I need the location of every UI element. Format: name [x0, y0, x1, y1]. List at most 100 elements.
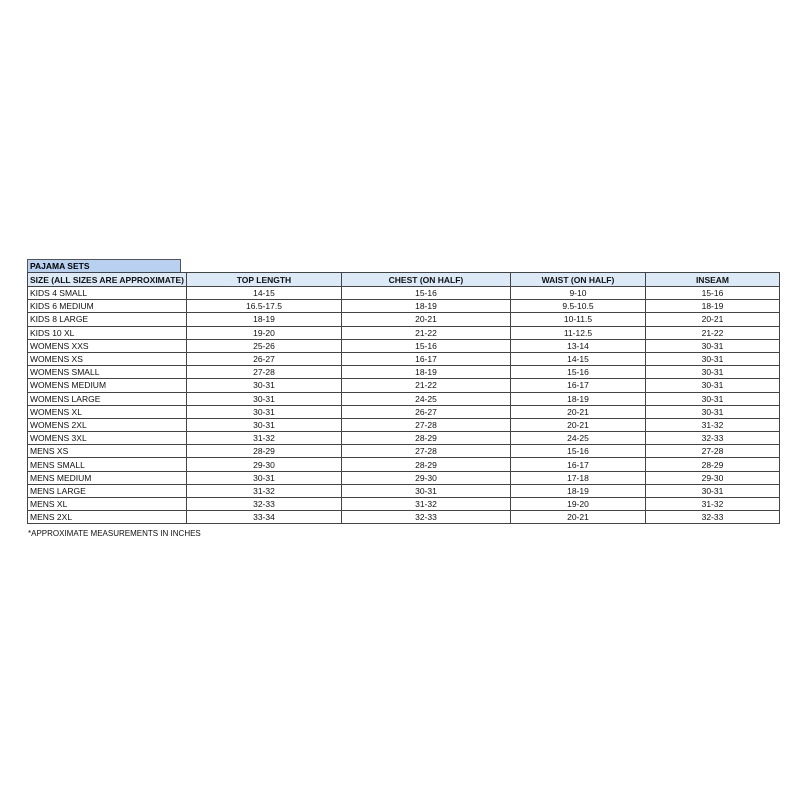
size-cell: WOMENS XL	[27, 404, 187, 419]
measurement-cell: 18-19	[509, 391, 646, 406]
size-cell: MENS XL	[27, 496, 187, 512]
measurement-cell: 26-27	[340, 404, 511, 419]
size-cell: KIDS 8 LARGE	[27, 312, 187, 327]
measurement-cell: 29-30	[340, 470, 511, 485]
measurement-cell: 13-14	[509, 338, 646, 353]
table-row: WOMENS LARGE 30-31 24-25 18-19 30-31	[27, 391, 780, 406]
measurement-cell: 16-17	[340, 351, 511, 367]
measurement-cell: 27-28	[644, 444, 780, 459]
measurement-cell: 25-26	[185, 338, 342, 353]
measurement-cell: 28-29	[340, 431, 511, 446]
measurement-cell: 16-17	[509, 378, 646, 393]
measurement-cell: 20-21	[509, 510, 646, 525]
size-cell: WOMENS 2XL	[27, 417, 187, 433]
measurement-cell: 30-31	[644, 391, 780, 406]
size-cell: WOMENS LARGE	[27, 391, 187, 406]
measurement-cell: 27-28	[340, 444, 511, 459]
size-cell: WOMENS MEDIUM	[27, 378, 187, 393]
measurement-cell: 30-31	[185, 470, 342, 485]
measurement-cell: 18-19	[509, 483, 646, 499]
measurement-cell: 27-28	[340, 417, 511, 433]
table-row: MENS LARGE 31-32 30-31 18-19 30-31	[27, 483, 780, 499]
measurement-cell: 29-30	[644, 470, 780, 485]
measurement-cell: 28-29	[644, 457, 780, 472]
table-title: PAJAMA SETS	[27, 259, 181, 272]
measurement-cell: 20-21	[644, 312, 780, 327]
measurement-cell: 16.5-17.5	[185, 299, 342, 314]
table-row: KIDS 6 MEDIUM 16.5-17.5 18-19 9.5-10.5 18-19	[27, 299, 780, 314]
measurement-cell: 30-31	[644, 365, 780, 380]
table-row: MENS XS 28-29 27-28 15-16 27-28	[27, 444, 780, 459]
measurement-cell: 21-22	[340, 378, 511, 393]
measurement-cell: 24-25	[509, 431, 646, 446]
measurement-cell: 15-16	[509, 444, 646, 459]
measurement-cell: 18-19	[185, 312, 342, 327]
measurement-cell: 24-25	[340, 391, 511, 406]
size-cell: KIDS 4 SMALL	[27, 285, 187, 301]
measurement-cell: 30-31	[185, 378, 342, 393]
measurement-cell: 28-29	[185, 444, 342, 459]
column-header: WAIST (ON HALF)	[509, 272, 646, 287]
size-cell: KIDS 6 MEDIUM	[27, 299, 187, 314]
measurement-cell: 32-33	[644, 510, 780, 525]
measurement-cell: 30-31	[644, 483, 780, 499]
measurement-cell: 30-31	[185, 391, 342, 406]
size-cell: WOMENS 3XL	[27, 431, 187, 446]
measurement-cell: 31-32	[644, 417, 780, 433]
measurement-cell: 15-16	[340, 338, 511, 353]
size-cell: KIDS 10 XL	[27, 325, 187, 340]
measurement-cell: 10-11.5	[509, 312, 646, 327]
measurement-cell: 33-34	[185, 510, 342, 525]
measurement-cell: 21-22	[644, 325, 780, 340]
size-cell: MENS XS	[27, 444, 187, 459]
measurement-cell: 30-31	[644, 351, 780, 367]
header-row: SIZE (ALL SIZES ARE APPROXIMATE) TOP LENG…	[27, 272, 780, 287]
table-row: WOMENS 2XL 30-31 27-28 20-21 31-32	[27, 417, 780, 433]
table-row: WOMENS SMALL 27-28 18-19 15-16 30-31	[27, 365, 780, 380]
measurement-cell: 14-15	[509, 351, 646, 367]
measurement-cell: 28-29	[340, 457, 511, 472]
size-cell: WOMENS SMALL	[27, 365, 187, 380]
measurement-cell: 19-20	[185, 325, 342, 340]
table-row: MENS XL 32-33 31-32 19-20 31-32	[27, 496, 780, 512]
size-cell: WOMENS XXS	[27, 338, 187, 353]
size-cell: MENS 2XL	[27, 510, 187, 525]
measurement-cell: 20-21	[340, 312, 511, 327]
measurement-cell: 30-31	[340, 483, 511, 499]
measurement-cell: 14-15	[185, 285, 342, 301]
table-row: KIDS 10 XL 19-20 21-22 11-12.5 21-22	[27, 325, 780, 340]
size-cell: WOMENS XS	[27, 351, 187, 367]
size-cell: MENS LARGE	[27, 483, 187, 499]
measurement-cell: 19-20	[509, 496, 646, 512]
table-row: WOMENS XXS 25-26 15-16 13-14 30-31	[27, 338, 780, 353]
table-row: MENS 2XL 33-34 32-33 20-21 32-33	[27, 510, 780, 525]
measurement-cell: 32-33	[185, 496, 342, 512]
table-row: KIDS 8 LARGE 18-19 20-21 10-11.5 20-21	[27, 312, 780, 327]
table-row: KIDS 4 SMALL 14-15 15-16 9-10 15-16	[27, 285, 780, 301]
measurement-cell: 15-16	[340, 285, 511, 301]
table-row: MENS MEDIUM 30-31 29-30 17-18 29-30	[27, 470, 780, 485]
measurement-cell: 30-31	[185, 417, 342, 433]
measurement-cell: 32-33	[644, 431, 780, 446]
measurement-cell: 20-21	[509, 417, 646, 433]
column-header: CHEST (ON HALF)	[340, 272, 511, 287]
measurement-cell: 21-22	[340, 325, 511, 340]
measurement-cell: 27-28	[185, 365, 342, 380]
measurement-cell: 26-27	[185, 351, 342, 367]
table-row: WOMENS XS 26-27 16-17 14-15 30-31	[27, 351, 780, 367]
measurement-cell: 20-21	[509, 404, 646, 419]
measurement-cell: 15-16	[644, 285, 780, 301]
measurement-cell: 31-32	[185, 431, 342, 446]
size-cell: MENS MEDIUM	[27, 470, 187, 485]
footnote: *APPROXIMATE MEASUREMENTS IN INCHES	[28, 529, 201, 538]
measurement-cell: 31-32	[185, 483, 342, 499]
measurement-cell: 18-19	[340, 365, 511, 380]
measurement-cell: 18-19	[644, 299, 780, 314]
measurement-cell: 30-31	[644, 378, 780, 393]
measurement-cell: 9-10	[509, 285, 646, 301]
measurement-cell: 16-17	[509, 457, 646, 472]
table-row: WOMENS 3XL 31-32 28-29 24-25 32-33	[27, 431, 780, 446]
measurement-cell: 15-16	[509, 365, 646, 380]
measurement-cell: 32-33	[340, 510, 511, 525]
table-row: MENS SMALL 29-30 28-29 16-17 28-29	[27, 457, 780, 472]
